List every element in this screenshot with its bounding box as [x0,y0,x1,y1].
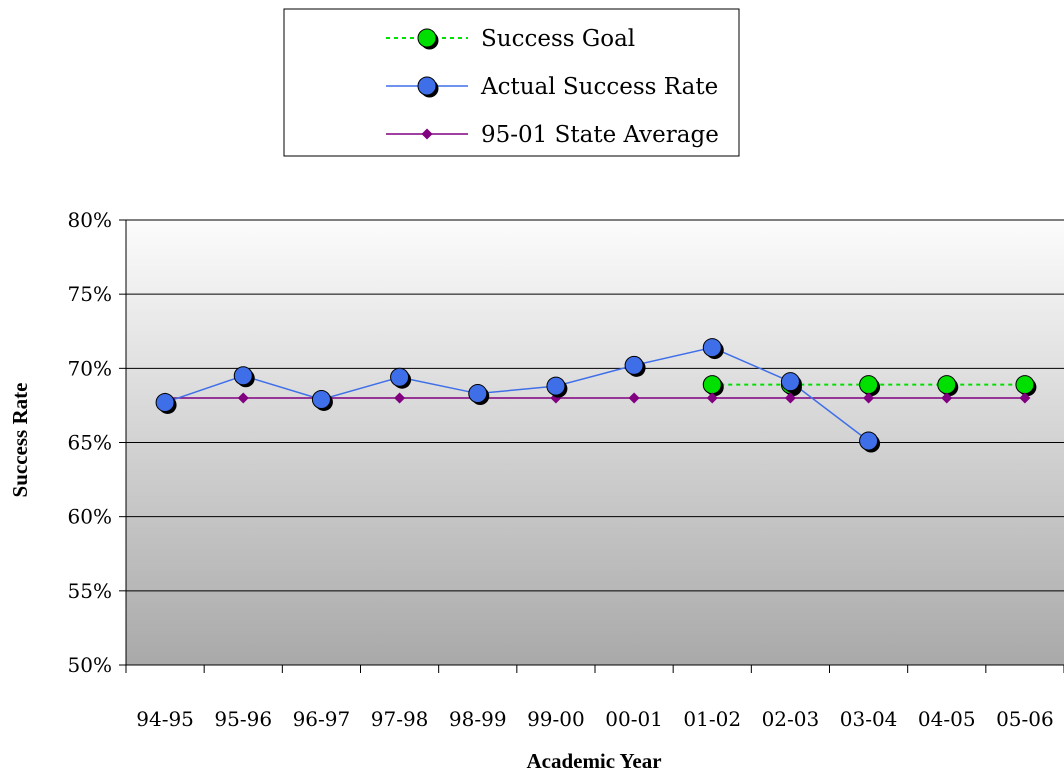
data-point [706,392,718,404]
data-point [155,392,177,414]
series-layer [155,338,1037,453]
x-tick-label: 94-95 [136,707,194,731]
x-tick-label: 01-02 [683,707,741,731]
marker-body [702,375,722,395]
legend-entry: Success Goal [386,26,635,52]
y-tick-label: 75% [68,282,112,306]
marker-body [546,376,566,396]
marker-body [937,375,957,395]
marker-body [468,384,488,404]
data-point [1019,392,1031,404]
marker-body [859,431,879,451]
legend-label: Actual Success Rate [480,74,718,100]
data-point [937,375,959,397]
data-point [237,392,249,404]
x-tick-label: 02-03 [762,707,820,731]
data-point [394,392,406,404]
x-tick-label: 95-96 [214,707,272,731]
data-point [859,431,881,453]
marker-body [311,389,331,409]
data-point [702,375,724,397]
legend-box [283,8,740,157]
data-point [780,372,802,394]
data-point [390,367,412,389]
legend-label: Success Goal [481,26,635,52]
x-tick-label: 99-00 [527,707,585,731]
legend-entry: Actual Success Rate [386,74,718,100]
axes: 50% 55% 60% 65% 70% 75% 80% 94-95 95-96 96-97 97-9… [68,208,1064,731]
legend-marker [421,128,433,140]
data-point [941,392,953,404]
y-tick-label: 50% [68,653,112,677]
legend-label: 95-01 State Average [481,122,719,148]
legend-marker [417,76,439,98]
marker-body [417,76,437,96]
y-tick-label: 60% [68,505,112,529]
y-axis-title: Success Rate [8,383,32,498]
marker-body [1015,375,1035,395]
x-tick-label: 00-01 [605,707,663,731]
gridlines [126,219,1064,592]
marker-body [155,392,175,412]
data-point [628,392,640,404]
x-axis-title: Academic Year [526,749,661,773]
marker-body [702,338,722,358]
data-point [859,375,881,397]
marker-body [390,367,410,387]
series-line-1 [164,346,870,442]
marker-body [624,355,644,375]
marker-body [859,375,879,395]
x-tick-label: 03-04 [840,707,898,731]
x-tick-label: 97-98 [371,707,429,731]
data-point [702,338,724,360]
data-point [311,389,333,411]
legend: Success Goal Actual Success Rate 95-01 Sta… [283,8,740,157]
data-point [233,366,255,388]
legend-entry: 95-01 State Average [386,122,719,148]
data-point [863,392,875,404]
y-tick-label: 70% [68,356,112,380]
data-point [546,376,568,398]
y-tick-label: 65% [68,431,112,455]
legend-marker [417,28,439,50]
marker-body [233,366,253,386]
y-tick-label: 55% [68,579,112,603]
data-point [784,392,796,404]
x-tick-label: 04-05 [918,707,976,731]
marker-body [780,372,800,392]
data-point [468,384,490,406]
data-point [1015,375,1037,397]
x-tick-label: 05-06 [996,707,1054,731]
x-tick-label: 98-99 [449,707,507,731]
x-tick-label: 96-97 [293,707,351,731]
y-tick-label: 80% [68,208,112,232]
data-point [624,355,646,377]
marker-body [417,28,437,48]
